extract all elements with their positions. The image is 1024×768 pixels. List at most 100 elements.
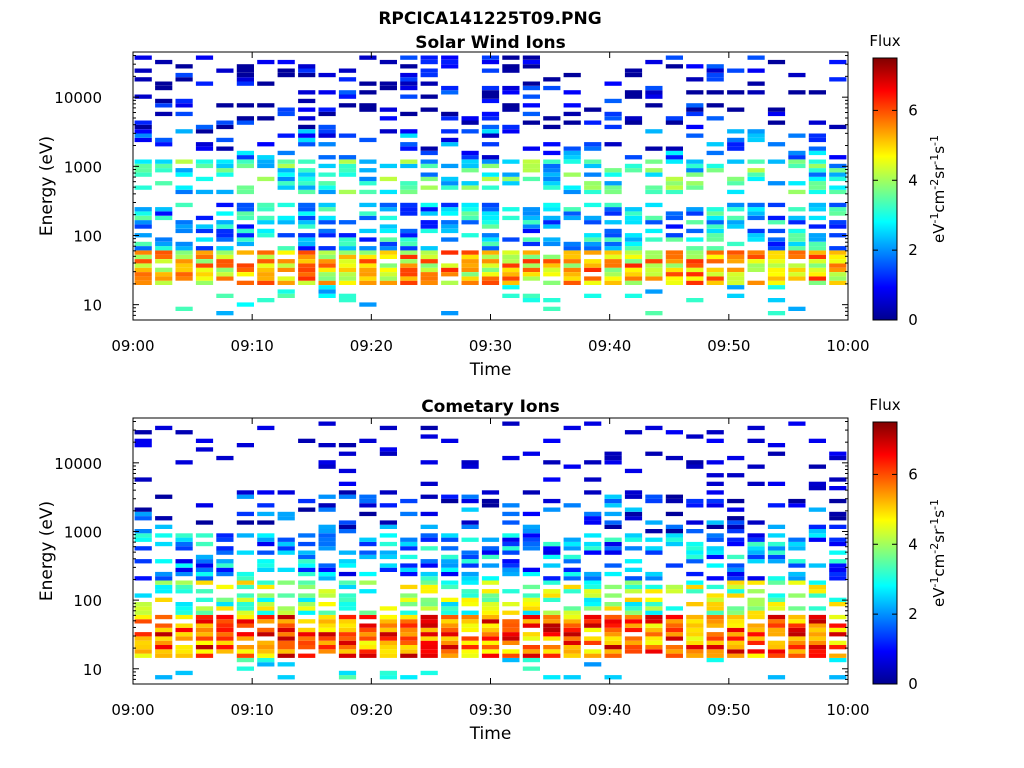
heatmap-cell xyxy=(522,241,540,247)
heatmap-cell xyxy=(420,259,438,264)
heatmap-cell xyxy=(522,81,540,86)
heatmap-cell xyxy=(400,142,418,147)
heatmap-cell xyxy=(481,98,500,104)
heatmap-cell xyxy=(686,584,704,590)
heatmap-cell xyxy=(604,520,622,525)
heatmap-cell xyxy=(441,55,459,60)
heatmap-cell xyxy=(338,77,357,82)
heatmap-cell xyxy=(441,494,459,499)
heatmap-cell xyxy=(584,640,602,645)
heatmap-cell xyxy=(461,498,479,504)
heatmap-cell xyxy=(400,85,418,91)
x-tick-label: 09:40 xyxy=(588,337,631,355)
heatmap-cell xyxy=(175,559,193,564)
heatmap-cell xyxy=(604,541,622,547)
heatmap-cell xyxy=(134,537,152,542)
heatmap-cell xyxy=(379,520,397,525)
heatmap-cell xyxy=(604,451,622,456)
heatmap-cell xyxy=(420,511,438,517)
heatmap-cell xyxy=(338,675,357,680)
x-tick-label: 09:40 xyxy=(588,701,631,719)
heatmap-cell xyxy=(277,185,295,190)
heatmap-cell xyxy=(257,220,275,225)
heatmap-cell xyxy=(808,627,826,633)
heatmap-cell xyxy=(420,589,438,594)
y-tick-label: 10000 xyxy=(54,89,102,107)
heatmap-cell xyxy=(808,280,826,285)
heatmap-cell xyxy=(195,259,214,264)
heatmap-cell xyxy=(645,576,663,581)
heatmap-cell xyxy=(727,176,745,182)
heatmap-cell xyxy=(788,576,806,581)
heatmap-cell xyxy=(604,116,622,121)
heatmap-cell xyxy=(767,451,786,456)
heatmap-cell xyxy=(298,610,316,615)
heatmap-cell xyxy=(788,267,806,272)
heatmap-cell xyxy=(563,276,581,281)
heatmap-cell xyxy=(829,632,847,637)
heatmap-cell xyxy=(727,159,745,164)
heatmap-cell xyxy=(134,246,152,251)
heatmap-cell xyxy=(236,494,254,499)
heatmap-cell xyxy=(727,520,745,525)
heatmap-cell xyxy=(400,280,418,285)
heatmap-cell xyxy=(747,211,765,216)
heatmap-cell xyxy=(706,280,724,285)
heatmap-cell xyxy=(481,546,500,551)
heatmap-cell xyxy=(747,627,765,633)
heatmap-cell xyxy=(604,494,622,499)
heatmap-cell xyxy=(624,619,643,624)
heatmap-cell xyxy=(298,98,316,104)
heatmap-cell xyxy=(379,280,397,285)
heatmap-cell xyxy=(481,653,500,658)
heatmap-cell xyxy=(502,511,520,517)
heatmap-cell xyxy=(134,529,152,534)
heatmap-cell xyxy=(624,272,643,277)
heatmap-cell xyxy=(481,636,500,641)
heatmap-cell xyxy=(502,254,520,259)
colorbar xyxy=(872,57,898,321)
heatmap-cell xyxy=(195,81,214,86)
heatmap-cell xyxy=(686,298,704,303)
heatmap-cell xyxy=(257,250,275,255)
heatmap-cell xyxy=(767,623,786,628)
heatmap-cell xyxy=(788,90,806,95)
heatmap-cell xyxy=(155,280,173,285)
heatmap-cell xyxy=(829,486,847,491)
heatmap-cell xyxy=(502,259,520,264)
heatmap-cell xyxy=(747,129,765,134)
heatmap-cell xyxy=(298,224,316,229)
heatmap-cell xyxy=(808,254,826,259)
heatmap-cell xyxy=(379,276,397,281)
heatmap-cell xyxy=(808,623,826,628)
heatmap-cell xyxy=(604,563,622,568)
heatmap-cell xyxy=(298,202,316,208)
heatmap-cell xyxy=(747,207,765,212)
heatmap-cell xyxy=(767,627,786,633)
heatmap-cell xyxy=(624,602,643,607)
heatmap-cell xyxy=(686,280,704,285)
heatmap-cell xyxy=(175,259,193,264)
heatmap-cell xyxy=(522,276,540,281)
heatmap-cell xyxy=(502,280,520,285)
heatmap-cell xyxy=(706,657,724,663)
heatmap-cell xyxy=(808,137,826,143)
heatmap-cell xyxy=(461,576,479,581)
heatmap-cell xyxy=(808,202,826,208)
heatmap-cell xyxy=(441,602,459,607)
heatmap-cell xyxy=(624,546,643,551)
heatmap-cell xyxy=(686,103,704,108)
heatmap-cell xyxy=(522,267,540,272)
heatmap-cell xyxy=(522,120,540,125)
heatmap-cell xyxy=(767,443,786,448)
heatmap-cell xyxy=(155,81,173,86)
heatmap-cell xyxy=(522,567,540,572)
heatmap-cell xyxy=(195,520,214,525)
heatmap-cell xyxy=(788,233,806,238)
heatmap-cell xyxy=(318,155,336,160)
heatmap-cell xyxy=(665,563,683,568)
heatmap-cell xyxy=(134,632,152,637)
heatmap-cell xyxy=(604,142,622,147)
colorbar-units: eV-1cm-2sr-1s-1 xyxy=(928,499,949,607)
heatmap-cell xyxy=(155,211,173,216)
